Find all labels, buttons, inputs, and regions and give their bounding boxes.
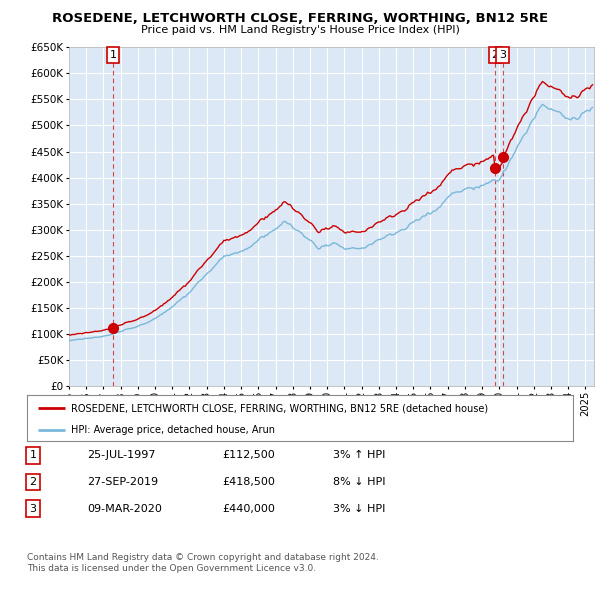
Text: 3% ↑ HPI: 3% ↑ HPI — [333, 451, 385, 460]
Text: 09-MAR-2020: 09-MAR-2020 — [87, 504, 162, 513]
Text: Contains HM Land Registry data © Crown copyright and database right 2024.: Contains HM Land Registry data © Crown c… — [27, 553, 379, 562]
Text: Price paid vs. HM Land Registry's House Price Index (HPI): Price paid vs. HM Land Registry's House … — [140, 25, 460, 35]
Text: 2: 2 — [29, 477, 37, 487]
Text: 27-SEP-2019: 27-SEP-2019 — [87, 477, 158, 487]
Text: 1: 1 — [29, 451, 37, 460]
Text: £440,000: £440,000 — [222, 504, 275, 513]
Text: 3: 3 — [29, 504, 37, 513]
Text: 1: 1 — [110, 50, 116, 60]
Text: HPI: Average price, detached house, Arun: HPI: Average price, detached house, Arun — [71, 425, 275, 435]
Text: £112,500: £112,500 — [222, 451, 275, 460]
Text: 25-JUL-1997: 25-JUL-1997 — [87, 451, 155, 460]
Text: This data is licensed under the Open Government Licence v3.0.: This data is licensed under the Open Gov… — [27, 565, 316, 573]
Text: ROSEDENE, LETCHWORTH CLOSE, FERRING, WORTHING, BN12 5RE (detached house): ROSEDENE, LETCHWORTH CLOSE, FERRING, WOR… — [71, 403, 488, 413]
Text: 8% ↓ HPI: 8% ↓ HPI — [333, 477, 386, 487]
Text: 2: 2 — [491, 50, 499, 60]
Text: 3% ↓ HPI: 3% ↓ HPI — [333, 504, 385, 513]
Text: ROSEDENE, LETCHWORTH CLOSE, FERRING, WORTHING, BN12 5RE: ROSEDENE, LETCHWORTH CLOSE, FERRING, WOR… — [52, 12, 548, 25]
Text: £418,500: £418,500 — [222, 477, 275, 487]
Text: 3: 3 — [499, 50, 506, 60]
